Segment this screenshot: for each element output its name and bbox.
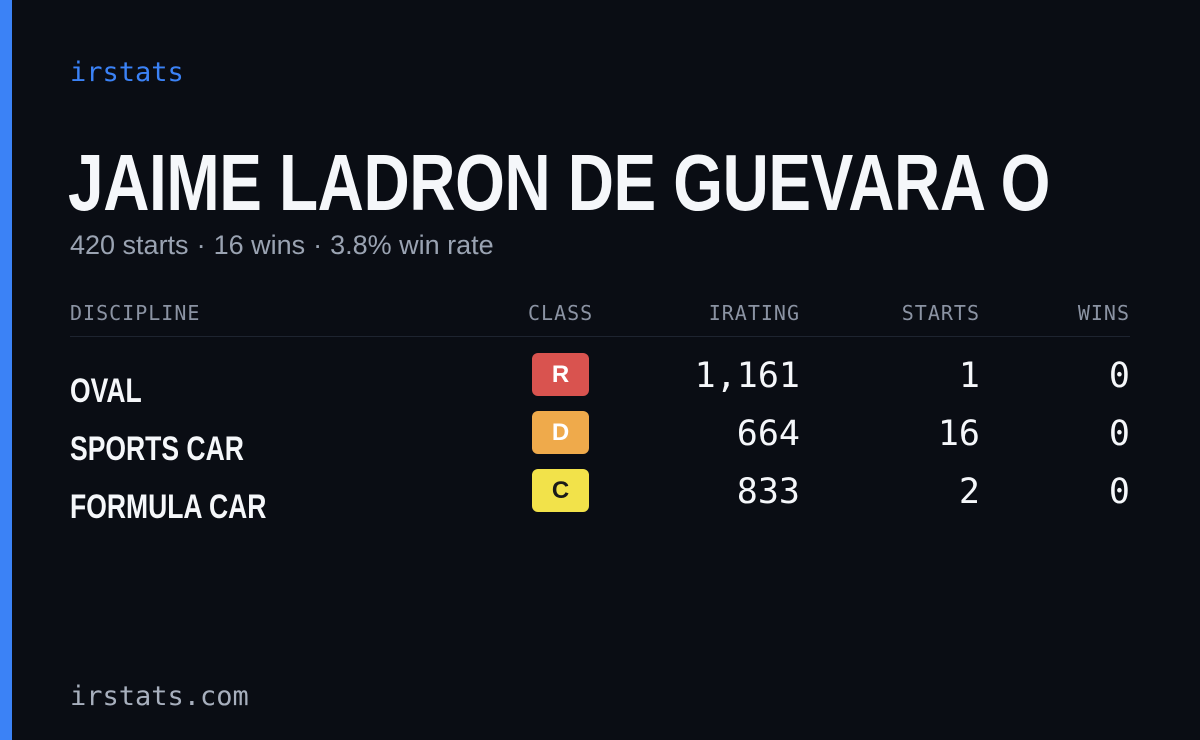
license-class-badge: R — [532, 353, 589, 396]
table-row: OVAL R 1,161 1 0 — [70, 353, 1130, 411]
row-starts: 1 — [958, 356, 980, 396]
row-discipline: OVAL — [70, 372, 142, 410]
brand-logo-text: irstats — [70, 57, 184, 88]
header-discipline: DISCIPLINE — [70, 301, 201, 325]
summary-wins: 16 wins — [213, 230, 306, 260]
row-irating: 833 — [736, 472, 800, 512]
table-body: OVAL R 1,161 1 0 SPORTS CAR D 664 16 0 F… — [70, 353, 1130, 527]
row-discipline: FORMULA CAR — [70, 488, 267, 526]
row-wins: 0 — [1108, 414, 1130, 454]
driver-name: JAIME LADRON DE GUEVARA O — [68, 138, 1051, 227]
header-wins: WINS — [1077, 301, 1130, 325]
summary-separator: · — [313, 230, 323, 260]
table-row: SPORTS CAR D 664 16 0 — [70, 411, 1130, 469]
row-discipline: SPORTS CAR — [70, 430, 244, 468]
row-wins: 0 — [1108, 356, 1130, 396]
license-class-badge: C — [532, 469, 589, 512]
row-irating: 664 — [736, 414, 800, 454]
header-starts: STARTS — [901, 301, 980, 325]
table-row: FORMULA CAR C 833 2 0 — [70, 469, 1130, 527]
row-irating: 1,161 — [694, 356, 800, 396]
header-irating: IRATING — [708, 301, 800, 325]
summary-starts: 420 starts — [70, 230, 189, 260]
row-starts: 16 — [937, 414, 980, 454]
row-starts: 2 — [958, 472, 980, 512]
table-header: DISCIPLINE CLASS IRATING STARTS WINS — [70, 298, 1130, 337]
summary-separator: · — [196, 230, 206, 260]
driver-summary: 420 starts · 16 wins · 3.8% win rate — [70, 228, 494, 262]
discipline-table: DISCIPLINE CLASS IRATING STARTS WINS OVA… — [70, 298, 1130, 527]
row-wins: 0 — [1108, 472, 1130, 512]
header-class: CLASS — [528, 301, 594, 325]
accent-bar — [0, 0, 12, 740]
license-class-badge: D — [532, 411, 589, 454]
summary-win-rate: 3.8% win rate — [330, 230, 494, 260]
footer-url: irstats.com — [70, 681, 249, 712]
